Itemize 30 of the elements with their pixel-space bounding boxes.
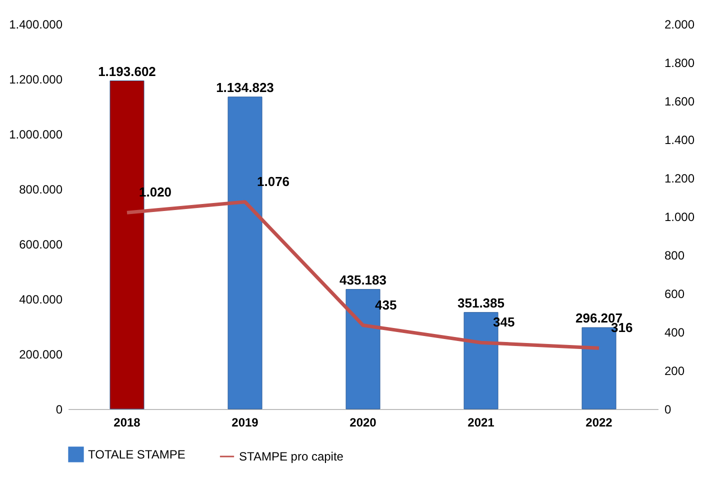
y2-tick-label: 2.000 [664,18,695,32]
x-tick-label: 2021 [468,416,495,430]
y2-tick-label: 0 [664,402,672,416]
y-tick-label: 1.200.000 [9,72,63,86]
y-tick-label: 1.400.000 [9,18,63,32]
y-tick-label: 600.000 [19,238,63,252]
y2-tick-label: 1.800 [664,56,695,70]
y2-tick-label: 200 [664,364,685,378]
legend-label: TOTALE STAMPE [88,447,186,462]
y2-tick-label: 1.600 [664,94,695,108]
y-tick-label: 800.000 [19,182,63,196]
y-tick-label: 0 [56,402,63,416]
y-tick-label: 1.000.000 [9,128,63,142]
data-label: 1.134.823 [216,80,274,95]
data-label: 435.183 [340,272,386,288]
y2-tick-label: 1.000 [664,210,695,224]
y2-tick-label: 600 [664,287,685,301]
data-label: 1.193.602 [98,64,156,79]
y-tick-label: 200.000 [19,348,63,362]
y2-tick-label: 800 [664,248,685,262]
x-tick-label: 2018 [114,416,141,430]
x-tick-label: 2019 [232,416,259,430]
y2-tick-label: 1.400 [664,133,695,147]
y2-tick-label: 1.200 [664,172,695,186]
y2-tick-label: 400 [664,326,685,340]
data-label: 351.385 [458,295,504,310]
x-tick-label: 2022 [586,416,613,430]
y-tick-label: 400.000 [19,292,63,306]
x-tick-label: 2020 [350,416,377,430]
legend-label: STAMPE pro capite [239,450,344,464]
